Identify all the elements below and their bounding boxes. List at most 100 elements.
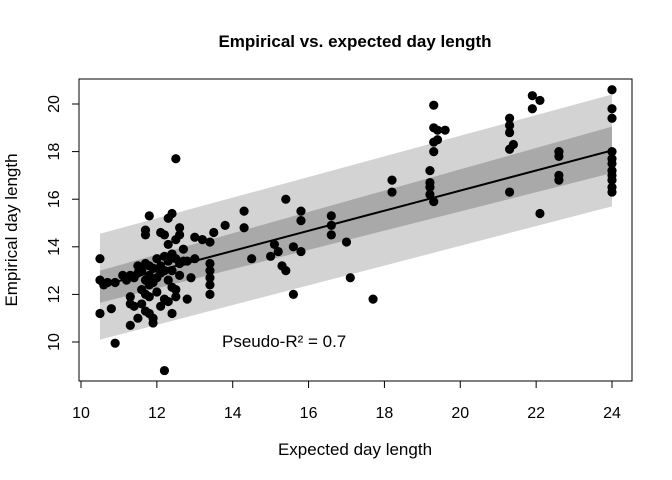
data-point <box>504 113 515 123</box>
data-point <box>152 287 162 297</box>
data-point <box>504 187 515 197</box>
data-point <box>205 273 215 283</box>
y-tick-label: 10 <box>46 333 63 351</box>
data-point <box>527 104 537 114</box>
data-point <box>163 275 173 285</box>
data-point <box>247 254 257 264</box>
data-point <box>102 277 113 288</box>
data-point <box>171 292 181 302</box>
data-point <box>137 266 147 276</box>
data-point <box>425 189 435 200</box>
data-point <box>607 175 617 185</box>
chart-title: Empirical vs. expected day length <box>218 32 491 51</box>
data-point <box>273 246 283 257</box>
data-point <box>95 308 105 319</box>
x-tick-label: 18 <box>376 405 394 422</box>
x-tick-label: 20 <box>451 405 469 422</box>
y-tick-label: 14 <box>46 238 63 256</box>
data-point <box>159 230 170 240</box>
data-point <box>163 256 173 266</box>
y-axis-label: Empirical day length <box>2 153 21 306</box>
data-point <box>205 280 215 290</box>
data-point <box>504 120 515 131</box>
data-point <box>440 125 450 135</box>
data-point <box>607 147 617 157</box>
data-point <box>281 194 291 204</box>
data-point <box>296 246 306 257</box>
x-tick-label: 10 <box>72 405 90 422</box>
data-point <box>607 85 617 95</box>
data-point <box>387 175 397 185</box>
data-point <box>239 223 249 233</box>
data-point <box>197 235 207 245</box>
data-point <box>209 227 219 238</box>
data-point <box>110 277 120 288</box>
bands-layer <box>99 94 612 340</box>
data-point <box>345 273 355 283</box>
data-point <box>527 91 537 101</box>
data-point <box>281 266 291 276</box>
data-point <box>167 308 177 319</box>
y-tick-label: 16 <box>46 190 63 208</box>
data-point <box>133 313 143 323</box>
data-point <box>429 196 439 207</box>
data-point <box>205 258 215 269</box>
data-point <box>106 304 116 314</box>
data-point <box>125 292 135 302</box>
data-point <box>171 154 181 164</box>
x-tick-label: 16 <box>300 405 318 422</box>
points-layer <box>95 85 617 376</box>
x-tick-label: 14 <box>224 405 242 422</box>
data-point <box>156 301 166 311</box>
data-point <box>607 158 617 169</box>
data-point <box>607 104 617 114</box>
data-point <box>508 139 518 150</box>
data-point <box>239 206 249 216</box>
data-point <box>429 100 439 110</box>
data-point <box>175 230 185 240</box>
data-point <box>178 244 189 254</box>
x-axis: 10 12 14 16 18 20 22 24 <box>72 380 621 422</box>
data-point <box>148 318 158 328</box>
data-point <box>159 266 170 276</box>
data-point <box>159 365 170 376</box>
data-point <box>163 239 173 250</box>
x-tick-label: 22 <box>527 405 545 422</box>
data-point <box>432 135 443 145</box>
data-point <box>504 127 515 138</box>
data-point <box>148 263 158 273</box>
data-point <box>607 113 617 123</box>
data-point <box>429 147 439 157</box>
data-point <box>425 166 435 176</box>
data-point <box>167 266 177 276</box>
data-point <box>205 237 215 247</box>
data-point <box>425 182 435 192</box>
data-point <box>266 251 276 261</box>
data-point <box>205 289 215 299</box>
data-point <box>387 187 397 197</box>
data-point <box>95 254 105 264</box>
data-point <box>554 175 564 185</box>
data-point <box>368 294 378 304</box>
data-point <box>144 292 154 302</box>
data-point <box>175 270 185 280</box>
data-point <box>137 299 147 309</box>
data-point <box>129 301 139 311</box>
y-tick-label: 18 <box>46 143 63 161</box>
data-point <box>140 230 151 240</box>
data-point <box>125 320 135 330</box>
data-point <box>288 242 298 252</box>
data-point <box>205 266 215 276</box>
data-point <box>175 223 185 233</box>
y-tick-label: 12 <box>46 285 63 303</box>
data-point <box>607 187 617 197</box>
pseudo-r2-annotation: Pseudo-R² = 0.7 <box>222 332 346 351</box>
data-point <box>326 230 336 240</box>
data-point <box>269 239 280 250</box>
data-point <box>171 285 181 295</box>
data-point <box>432 125 443 135</box>
data-point <box>296 206 306 216</box>
data-point <box>535 95 545 106</box>
x-tick-label: 24 <box>603 405 621 422</box>
